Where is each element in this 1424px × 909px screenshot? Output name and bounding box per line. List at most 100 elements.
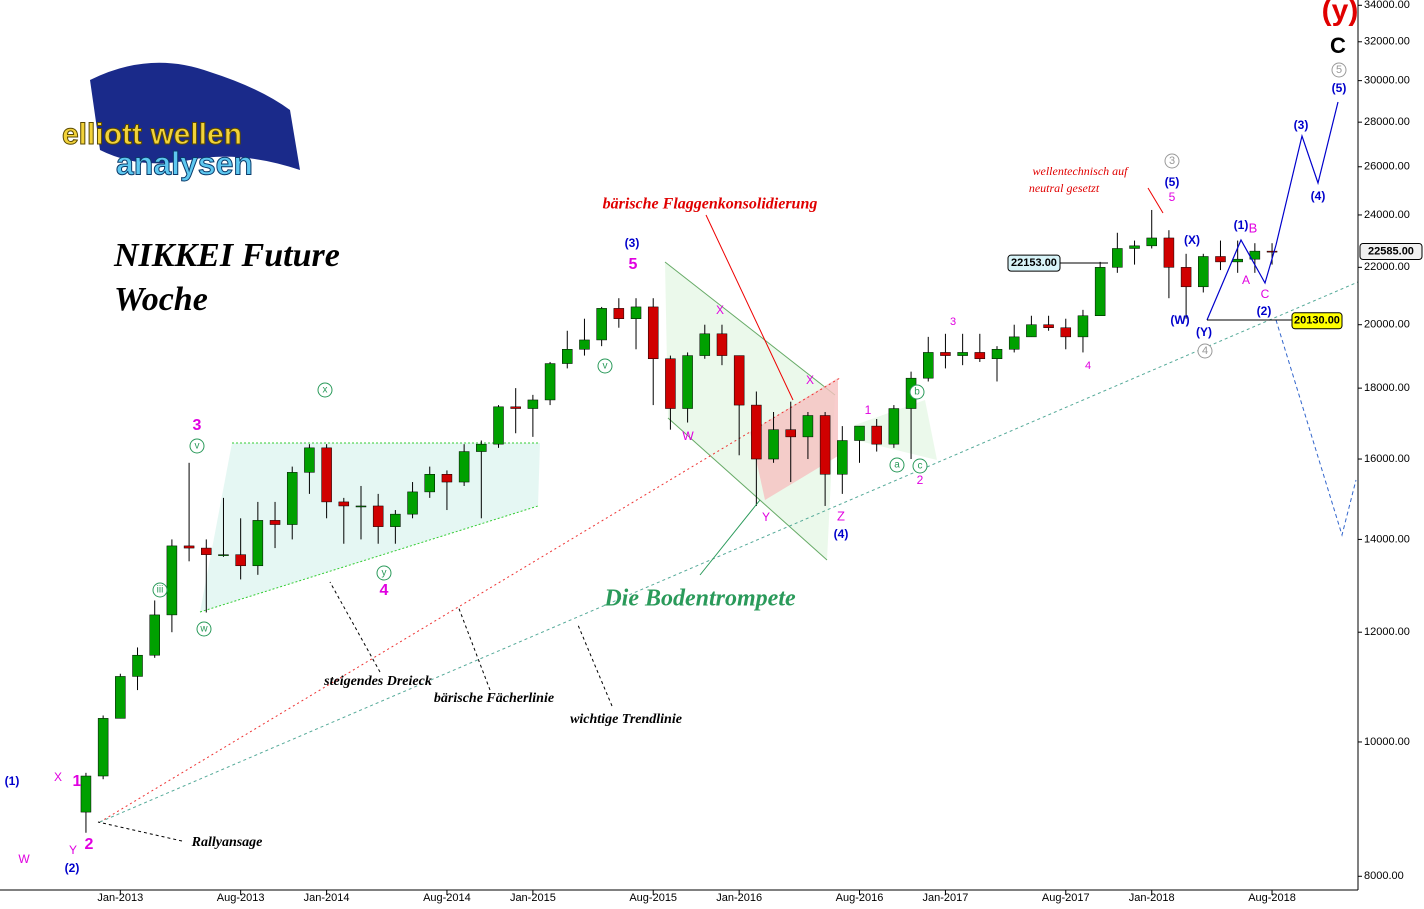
wave-label: X	[54, 770, 62, 784]
annotation-ring	[317, 382, 333, 398]
x-tick-label: Jan-2014	[304, 892, 350, 904]
candle-body	[390, 513, 401, 527]
candle-body	[476, 443, 487, 452]
candle-body	[768, 429, 779, 460]
candle-body	[510, 406, 521, 409]
candle-body	[355, 505, 367, 508]
candle-body	[1060, 327, 1072, 338]
candle-body	[407, 491, 418, 515]
wave-label: 1	[865, 403, 872, 417]
price-label-box	[1007, 254, 1061, 272]
x-tick-label: Jan-2017	[923, 892, 969, 904]
candle-body	[613, 308, 625, 319]
annotation-ring	[909, 384, 925, 400]
candle-body	[1198, 256, 1209, 288]
y-tick-label: 24000.00	[1364, 209, 1410, 221]
annotation-ring	[1197, 343, 1213, 359]
wave-label: (4)	[1311, 189, 1326, 203]
candle-body	[166, 545, 178, 616]
arrow	[577, 624, 613, 707]
candle-body	[1215, 256, 1226, 263]
y-tick-label: 18000.00	[1364, 382, 1410, 394]
x-tick-label: Aug-2016	[836, 892, 884, 904]
candle-body	[424, 474, 435, 493]
candle-body	[888, 408, 900, 445]
candle-body	[441, 474, 453, 483]
wave-label: iii	[157, 585, 164, 596]
candle-body	[665, 358, 676, 409]
wave-label: (W)	[1170, 313, 1189, 327]
wave-label: X	[806, 373, 814, 387]
annotation-ring	[1164, 153, 1180, 169]
wave-label: (2)	[65, 861, 80, 875]
candle-body	[527, 399, 539, 409]
annotation-ring	[597, 358, 613, 374]
x-tick-label: Jan-2016	[716, 892, 762, 904]
wave-label: (Y)	[1196, 325, 1212, 339]
candle-body	[235, 554, 246, 567]
wave-label: Z	[837, 508, 845, 523]
x-tick-label: Jan-2018	[1129, 892, 1175, 904]
wave-label: w	[199, 624, 208, 635]
candle-body	[716, 333, 728, 356]
arrow	[1147, 187, 1164, 214]
candle-body	[1026, 324, 1037, 338]
x-tick-label: Jan-2013	[97, 892, 143, 904]
annotation-ring	[889, 457, 905, 473]
y-tick-label: 32000.00	[1364, 36, 1410, 48]
price-label-box	[1359, 243, 1423, 261]
wave-label: 4	[1085, 360, 1091, 372]
wave-label: b	[914, 387, 920, 398]
x-tick-label: Aug-2017	[1042, 892, 1090, 904]
arrow	[97, 821, 183, 842]
y-tick-label: 8000.00	[1364, 870, 1404, 882]
candle-body	[974, 352, 986, 360]
wave-label: 3	[1169, 155, 1175, 167]
candle-body	[149, 614, 160, 656]
candle-body	[97, 718, 109, 777]
candle-body	[802, 415, 814, 438]
candle-body	[286, 472, 298, 525]
trumpet-line	[664, 261, 836, 396]
wave-label: x	[323, 385, 328, 396]
price-label: 22585.00	[1368, 245, 1414, 257]
candle-body	[733, 355, 745, 406]
price-label: 20130.00	[1294, 315, 1340, 327]
candle-body	[132, 654, 143, 677]
candle-body	[1232, 258, 1243, 263]
wave-label: c	[918, 461, 923, 472]
candle-body	[1163, 237, 1175, 268]
candle-body	[819, 415, 831, 475]
candle-body	[647, 306, 659, 360]
wave-label: y	[382, 568, 387, 579]
wave-label: X	[716, 303, 724, 317]
wave-label: wellentechnisch auf	[1033, 164, 1130, 178]
candle-body	[682, 355, 693, 409]
candle-body	[630, 306, 642, 319]
candle-body	[837, 440, 848, 475]
wave-label: Y	[762, 510, 770, 524]
candle-body	[372, 505, 384, 527]
candle-body	[751, 404, 762, 460]
chart-title: NIKKEI Future	[113, 237, 340, 274]
wave-label: Y	[69, 843, 77, 857]
arrow	[457, 605, 491, 691]
candle-body	[596, 308, 607, 341]
candle-body	[80, 775, 92, 813]
candle-body	[1112, 248, 1123, 268]
wave-label: (4)	[834, 527, 849, 541]
wave-label: 1	[73, 773, 82, 790]
wave-label: (X)	[1184, 233, 1200, 247]
annotation-ring	[196, 621, 212, 637]
candle-body	[252, 520, 264, 567]
y-tick-label: 26000.00	[1364, 161, 1410, 173]
logo-text: elliott wellen	[62, 118, 242, 151]
annotation-ring	[152, 582, 168, 598]
y-tick-label: 34000.00	[1364, 0, 1410, 11]
candle-body	[871, 425, 882, 445]
wave-label: 2	[917, 473, 924, 487]
candle-body	[1043, 324, 1054, 328]
annotation-ring	[912, 458, 928, 474]
arrows	[97, 581, 613, 842]
